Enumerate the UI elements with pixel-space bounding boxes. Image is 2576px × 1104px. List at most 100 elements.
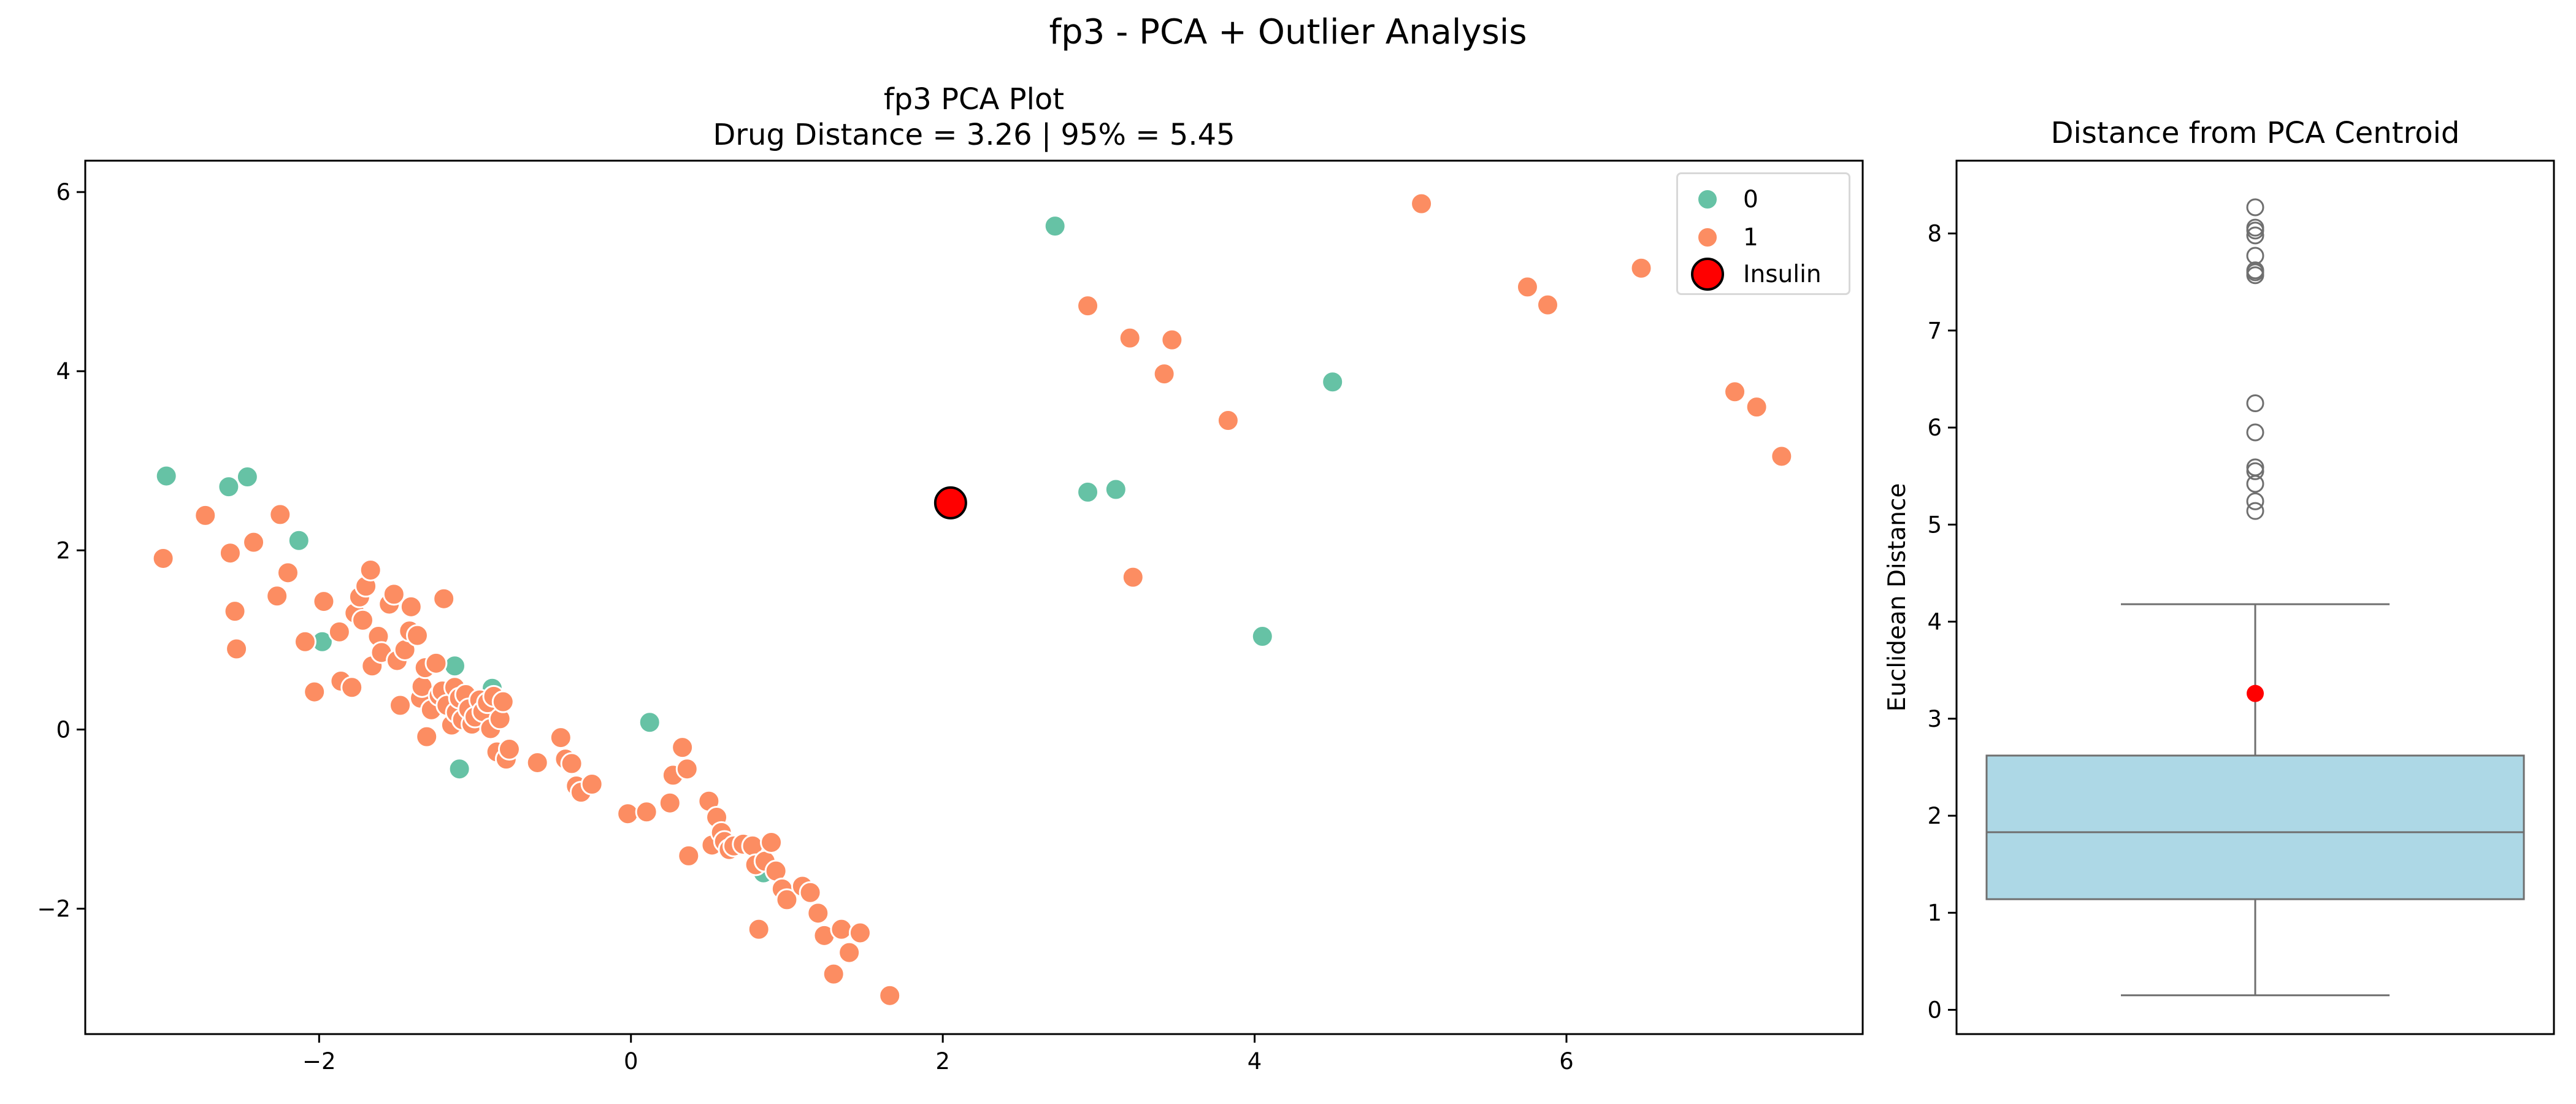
x-tick-label: −2 <box>302 1048 336 1075</box>
scatter-point-0-0 <box>155 464 178 488</box>
insulin-point <box>933 486 967 519</box>
scatter-point-0-13 <box>1104 478 1127 501</box>
box-y-tick-label: 3 <box>1927 706 1942 732</box>
scatter-point-1-63 <box>560 752 583 775</box>
scatter-point-1-11 <box>312 590 335 613</box>
scatter-point-1-69 <box>658 791 681 815</box>
scatter-point-1-8 <box>276 561 299 585</box>
scatter-point-1-3 <box>223 600 247 623</box>
outlier-point-1 <box>2246 492 2264 510</box>
scatter-point-1-68 <box>635 800 658 824</box>
y-tick-label: 6 <box>56 179 71 205</box>
box-y-tick-label: 4 <box>1927 609 1942 635</box>
legend-entry-0: 0 <box>1696 180 1758 218</box>
scatter-point-1-17 <box>351 608 374 632</box>
scatter-point-1-34 <box>415 725 439 748</box>
insulin-distance-marker <box>2247 684 2264 702</box>
iqr-box <box>1985 754 2525 900</box>
scatter-point-1-19 <box>359 558 382 581</box>
scatter-point-0-11 <box>1043 215 1067 238</box>
outlier-point-13 <box>2246 218 2264 237</box>
legend-marker-0 <box>1696 188 1719 210</box>
box-y-tick-label: 2 <box>1927 803 1942 829</box>
scatter-point-1-36 <box>424 651 448 675</box>
scatter-point-0-14 <box>1251 625 1274 648</box>
scatter-point-1-9 <box>293 630 316 653</box>
outlier-point-5 <box>2246 423 2264 442</box>
scatter-points <box>151 192 1793 1007</box>
figure-suptitle: fp3 - PCA + Outlier Analysis <box>1049 12 1527 52</box>
scatter-point-1-102 <box>1152 362 1176 386</box>
scatter-point-1-24 <box>382 583 405 606</box>
scatter-point-1-7 <box>269 503 292 526</box>
scatter-point-1-39 <box>432 587 456 610</box>
legend-entry-1: 1 <box>1696 218 1758 256</box>
scatter-point-0-6 <box>448 757 471 781</box>
boxplot-frame <box>1955 159 2555 1035</box>
boxplot-title: Distance from PCA Centroid <box>2050 116 2460 150</box>
legend-label-0: 0 <box>1743 185 1758 213</box>
scatter-point-0-3 <box>287 529 310 552</box>
scatter-point-1-91 <box>799 881 822 904</box>
scatter-point-1-110 <box>1745 396 1768 419</box>
legend-marker-1 <box>1696 226 1719 248</box>
scatter-point-1-107 <box>1536 293 1559 316</box>
x-tick-label: 4 <box>1248 1048 1262 1075</box>
scatter-point-1-109 <box>1723 380 1747 404</box>
y-tick-label: 4 <box>56 358 71 385</box>
boxplot-marks <box>1985 198 2525 997</box>
scatter-point-1-108 <box>1630 256 1653 280</box>
outlier-point-11 <box>2246 226 2264 245</box>
legend-entry-insulin: Insulin <box>1691 255 1822 293</box>
boxplot-y-axis: 0 1 2 3 4 5 6 7 8 <box>1927 221 1957 1023</box>
scatter-legend: 0 1 Insulin <box>1676 172 1850 295</box>
box-y-tick-label: 5 <box>1927 512 1942 538</box>
scatter-point-1-26 <box>389 694 412 717</box>
scatter-point-1-29 <box>399 595 423 618</box>
box-y-tick-label: 8 <box>1927 221 1942 247</box>
scatter-point-1-105 <box>1410 192 1433 215</box>
scatter-point-1-4 <box>225 637 248 661</box>
scatter-point-1-1 <box>194 504 217 527</box>
box-y-tick-label: 6 <box>1927 415 1942 441</box>
scatter-point-1-66 <box>580 773 604 796</box>
scatter-point-1-14 <box>340 676 364 699</box>
outlier-point-6 <box>2246 394 2264 413</box>
boxplot-panel: 0 1 2 3 4 5 6 7 8 Euclidean Distance <box>1884 159 2555 1035</box>
x-tick-label: 2 <box>935 1048 950 1075</box>
box-y-tick-label: 1 <box>1927 900 1942 926</box>
scatter-x-axis: −2 0 2 4 6 <box>302 1034 1574 1075</box>
scatter-point-1-104 <box>1216 409 1240 432</box>
scatter-point-1-57 <box>491 690 515 713</box>
scatter-point-1-30 <box>405 624 429 647</box>
legend-label-insulin: Insulin <box>1743 260 1822 288</box>
box-y-tick-label: 0 <box>1927 997 1942 1023</box>
scatter-point-1-95 <box>830 918 853 941</box>
scatter-point-1-97 <box>848 921 872 945</box>
scatter-point-1-111 <box>1770 445 1793 468</box>
outlier-point-4 <box>2246 458 2264 477</box>
scatter-plot-frame <box>84 159 1864 1035</box>
scatter-point-1-94 <box>822 962 845 986</box>
outlier-point-0 <box>2246 502 2264 520</box>
outlier-point-10 <box>2246 247 2264 265</box>
y-tick-label: −2 <box>37 896 71 922</box>
scatter-point-1-61 <box>549 726 572 749</box>
scatter-point-1-60 <box>526 751 549 774</box>
scatter-point-1-84 <box>747 918 770 941</box>
scatter-point-1-89 <box>775 888 799 911</box>
scatter-point-1-59 <box>497 738 521 761</box>
scatter-point-1-5 <box>242 531 266 554</box>
scatter-point-1-99 <box>1076 294 1100 318</box>
scatter-point-1-67 <box>616 802 640 826</box>
outlier-point-14 <box>2246 198 2264 217</box>
scatter-point-1-86 <box>760 830 783 854</box>
scatter-point-1-2 <box>218 542 242 565</box>
scatter-panel: −2 0 2 4 6 −2 0 2 4 6 <box>37 159 1864 1075</box>
scatter-point-1-98 <box>878 984 902 1007</box>
scatter-title: fp3 PCA Plot Drug Distance = 3.26 | 95% … <box>85 82 1863 153</box>
box-y-tick-label: 7 <box>1927 318 1942 344</box>
x-tick-label: 0 <box>624 1048 638 1075</box>
scatter-point-1-12 <box>328 620 351 643</box>
